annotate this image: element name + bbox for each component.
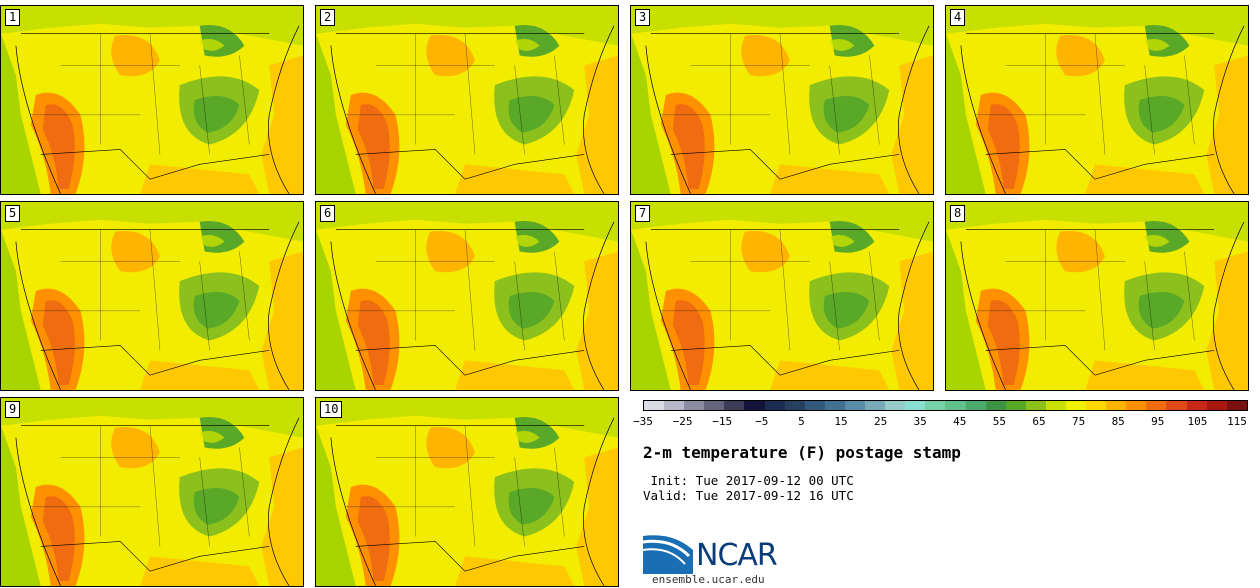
colorbar-cell bbox=[804, 401, 825, 410]
colorbar-tick-label: −5 bbox=[755, 415, 769, 428]
site-url[interactable]: ensemble.ucar.edu bbox=[652, 573, 765, 586]
colorbar-tick-label: 65 bbox=[1032, 415, 1046, 428]
panel-member-label: 10 bbox=[320, 401, 343, 418]
colorbar-cell bbox=[764, 401, 785, 410]
postage-stamp-panel-6: 6 bbox=[315, 201, 619, 391]
postage-stamp-panel-2: 2 bbox=[315, 5, 619, 195]
panel-member-label: 5 bbox=[5, 205, 21, 222]
colorbar-cell bbox=[905, 401, 926, 410]
colorbar-cell bbox=[1106, 401, 1127, 410]
colorbar-tick-label: 115 bbox=[1227, 415, 1247, 428]
panel-member-label: 6 bbox=[320, 205, 336, 222]
postage-stamp-panel-4: 4 bbox=[945, 5, 1249, 195]
colorbar-cell bbox=[744, 401, 765, 410]
colorbar-cell bbox=[1005, 401, 1026, 410]
colorbar-cell bbox=[1045, 401, 1066, 410]
colorbar-cell bbox=[1065, 401, 1087, 410]
colorbar-tick-label: 85 bbox=[1111, 415, 1125, 428]
colorbar-cell bbox=[985, 401, 1006, 410]
colorbar-tick-label: 45 bbox=[953, 415, 967, 428]
colorbar-cell bbox=[784, 401, 805, 410]
colorbar-cell bbox=[724, 401, 745, 410]
colorbar-tick-label: −25 bbox=[672, 415, 693, 428]
ncar-logo-text: NCAR bbox=[696, 538, 778, 573]
temperature-colorbar bbox=[643, 400, 1248, 411]
panel-member-label: 7 bbox=[635, 205, 651, 222]
colorbar-cell bbox=[824, 401, 845, 410]
colorbar-cell bbox=[1146, 401, 1167, 410]
colorbar-cell bbox=[844, 401, 866, 410]
panel-member-label: 9 bbox=[5, 401, 21, 418]
colorbar-cell bbox=[664, 401, 685, 410]
colorbar-tick-label: 75 bbox=[1071, 415, 1086, 428]
postage-stamp-panel-7: 7 bbox=[630, 201, 934, 391]
colorbar-cell bbox=[885, 401, 906, 410]
colorbar-cell bbox=[1025, 401, 1046, 410]
postage-stamp-panel-9: 9 bbox=[0, 397, 304, 587]
colorbar-cell bbox=[1186, 401, 1207, 410]
colorbar-cell bbox=[965, 401, 986, 410]
colorbar-cell bbox=[684, 401, 705, 410]
colorbar-cell bbox=[1206, 401, 1227, 410]
colorbar-tick-label: −15 bbox=[712, 415, 733, 428]
panel-member-label: 2 bbox=[320, 9, 336, 26]
colorbar-cell bbox=[704, 401, 725, 410]
colorbar-cell bbox=[945, 401, 966, 410]
colorbar-cell bbox=[1166, 401, 1187, 410]
colorbar-tick-label: 35 bbox=[913, 415, 927, 428]
colorbar-cell bbox=[1126, 401, 1147, 410]
colorbar-cell bbox=[644, 401, 665, 410]
colorbar-tick-label: 25 bbox=[873, 415, 888, 428]
colorbar-cell bbox=[925, 401, 946, 410]
postage-stamp-panel-3: 3 bbox=[630, 5, 934, 195]
postage-stamp-panel-5: 5 bbox=[0, 201, 304, 391]
colorbar-tick-label: 105 bbox=[1187, 415, 1208, 428]
valid-time: Valid: Tue 2017-09-12 16 UTC bbox=[643, 488, 854, 503]
colorbar-cell bbox=[1086, 401, 1107, 410]
init-time: Init: Tue 2017-09-12 00 UTC bbox=[643, 473, 854, 488]
colorbar-tick-label: 15 bbox=[834, 415, 848, 428]
map-title: 2-m temperature (F) postage stamp bbox=[643, 443, 961, 462]
colorbar-tick-label: −35 bbox=[633, 415, 653, 428]
panel-member-label: 3 bbox=[635, 9, 651, 26]
colorbar-cell bbox=[1226, 401, 1247, 410]
colorbar-cell bbox=[865, 401, 886, 410]
colorbar-tick-label: 5 bbox=[798, 415, 805, 428]
ncar-logo-icon bbox=[643, 535, 693, 574]
colorbar-tick-label: 55 bbox=[992, 415, 1007, 428]
panel-member-label: 1 bbox=[5, 9, 21, 26]
panel-member-label: 4 bbox=[950, 9, 966, 26]
postage-stamp-panel-1: 1 bbox=[0, 5, 304, 195]
postage-stamp-panel-8: 8 bbox=[945, 201, 1249, 391]
colorbar-tick-label: 95 bbox=[1151, 415, 1165, 428]
postage-stamp-panel-10: 10 bbox=[315, 397, 619, 587]
panel-member-label: 8 bbox=[950, 205, 966, 222]
colorbar-ticks: −35 −25 −15 −5 5 15 25 35 45 55 65 75 85 95 105 115 bbox=[633, 415, 1253, 429]
